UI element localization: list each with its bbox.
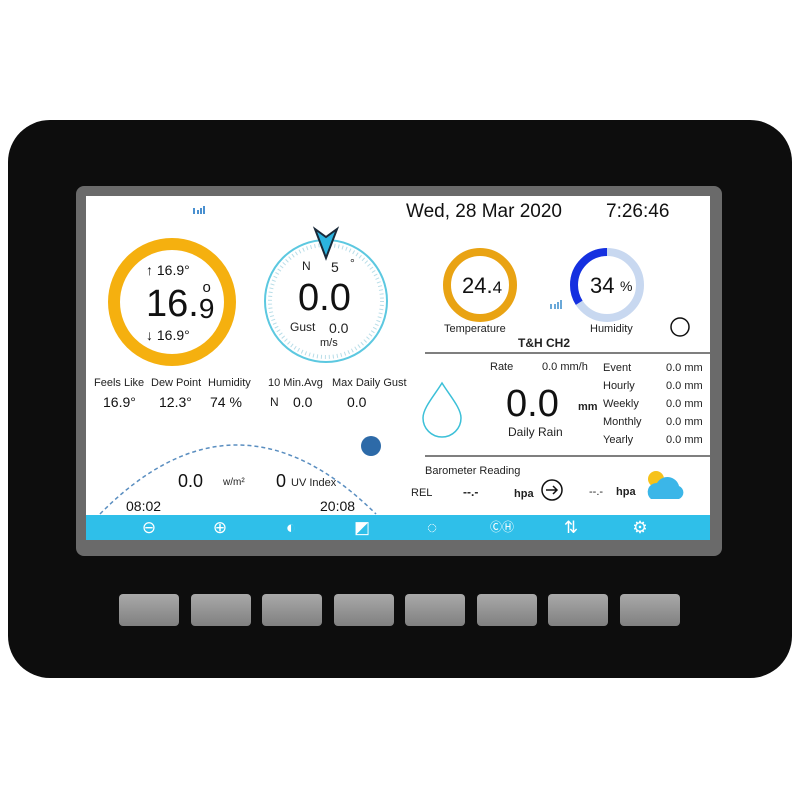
outdoor-temp-high: ↑ 16.9° [146,262,190,278]
gauges-graphics [99,206,710,515]
rain-monthly-label: Monthly [603,416,642,428]
wind-direction: N [302,259,311,273]
dew-point-value: 12.3° [159,394,192,410]
barometer-title: Barometer Reading [425,465,521,477]
hardware-button-3[interactable] [262,594,322,626]
humidity-label: Humidity [208,377,251,389]
hardware-button-6[interactable] [476,594,537,626]
outdoor-temp-low: ↓ 16.9° [146,327,190,343]
zoom-out-icon[interactable]: ⊖ [141,518,157,537]
max-daily-gust-label: Max Daily Gust [332,377,407,389]
outdoor-temp: 16. o 9 [146,280,214,323]
partly-cloudy-icon [647,471,684,499]
hardware-button-8[interactable] [619,594,680,626]
rain-hourly-value: 0.0 mm [666,380,703,392]
channel-humidity: 34 [590,273,615,298]
barometer-unit: hpa [514,488,534,500]
channel-temp-ring [443,248,517,322]
rain-hourly-label: Hourly [603,380,635,392]
date: Wed, 28 Mar 2020 [406,201,562,222]
wind-direction-pointer [312,226,340,261]
solar-radiation-unit: w/m² [223,477,245,488]
barometer-value-secondary: --.- [589,486,604,498]
channel-temp-decimal: 4 [492,278,503,297]
barometer-unit-secondary: hpa [616,486,636,498]
ten-min-avg-label: 10 Min.Avg [268,377,323,389]
channel-temp: 24.4 [462,273,502,298]
outdoor-temp-ring [108,238,236,366]
ten-min-avg-value: 0.0 [293,394,313,410]
max-daily-gust-value: 0.0 [347,394,367,410]
hardware-button-2[interactable] [190,594,251,626]
rain-weekly-value: 0.0 mm [666,398,703,410]
feels-like-label: Feels Like [94,377,145,389]
rain-monthly-value: 0.0 mm [666,416,703,428]
channel-humidity-arc [570,248,644,322]
time: 7:26:46 [606,201,670,222]
rain-weekly-label: Weekly [603,398,639,410]
bottom-toolbar: ⊖ ⊕ ◐ ◩ ◌ ⒸⒽ ⇅ ⚙ [86,515,710,540]
solar-radiation-value: 0.0 [178,471,204,491]
signal-icon [193,206,205,214]
daily-rain-unit: mm [578,401,598,413]
sunrise-time: 08:02 [126,498,162,514]
feels-like-value: 16.9° [103,394,136,410]
display-screen: Wed, 28 Mar 2020 7:26:46 ↑ 16.9° 16. o 9 ↓… [86,196,710,540]
settings-icon[interactable]: ⚙ [632,518,648,537]
zoom-in-icon[interactable]: ⊕ [212,518,228,537]
uv-index-label: UV Index [291,477,337,489]
degree-symbol: ° [350,256,355,270]
hardware-button-5[interactable] [405,594,465,626]
outdoor-temp-main: 16. [146,283,199,325]
rain-event-value: 0.0 mm [666,362,703,374]
wind-speed: 0.0 [298,277,351,319]
ten-min-avg-direction: N [270,395,279,409]
humidity-value: 74 % [210,394,242,410]
daily-rain-label: Daily Rain [508,425,563,439]
channel-cycle-icon[interactable]: ⒸⒽ [490,520,515,534]
wind-degrees: 5 [331,259,339,275]
rain-rate-value: 0.0 mm/h [542,361,588,373]
dew-point-label: Dew Point [151,377,202,389]
brightness-icon[interactable]: ◩ [353,518,371,537]
gust-value: 0.0 [329,320,349,336]
rain-drop-icon [422,381,462,438]
hardware-button-1[interactable] [119,594,179,626]
humidity-unit: % [620,278,633,294]
signal-icon [550,300,562,309]
sensor-icon[interactable]: ◌ [426,518,438,537]
rain-rate-label: Rate [490,361,514,373]
contrast-icon[interactable]: ◐ [285,518,297,537]
hardware-button-7[interactable] [548,594,608,626]
channel-temp-label: Temperature [444,323,506,335]
rain-yearly-label: Yearly [603,434,634,446]
moon-icon [361,436,381,456]
barometer-trend-arrow-icon [541,479,563,501]
channel-name: T&H CH2 [518,336,571,350]
sort-icon[interactable]: ⇅ [563,518,579,537]
wind-unit: m/s [320,337,338,349]
barometer-mode: REL [411,487,433,499]
rain-yearly-value: 0.0 mm [666,434,703,446]
channel-temp-main: 24. [462,273,493,298]
daily-rain-value: 0.0 [506,383,559,425]
outdoor-temp-decimal: 9 [198,293,215,324]
gust-label: Gust [290,320,316,334]
uv-index-value: 0 [276,471,287,491]
barometer-value: --.- [463,485,479,499]
channel-humidity-label: Humidity [590,323,633,335]
rain-event-label: Event [603,362,632,374]
degree-symbol: o [202,279,211,296]
sun-path-arc [99,444,377,515]
channel-cycle-icon [670,317,690,337]
sunset-time: 20:08 [320,498,356,514]
hardware-button-4[interactable] [333,594,394,626]
